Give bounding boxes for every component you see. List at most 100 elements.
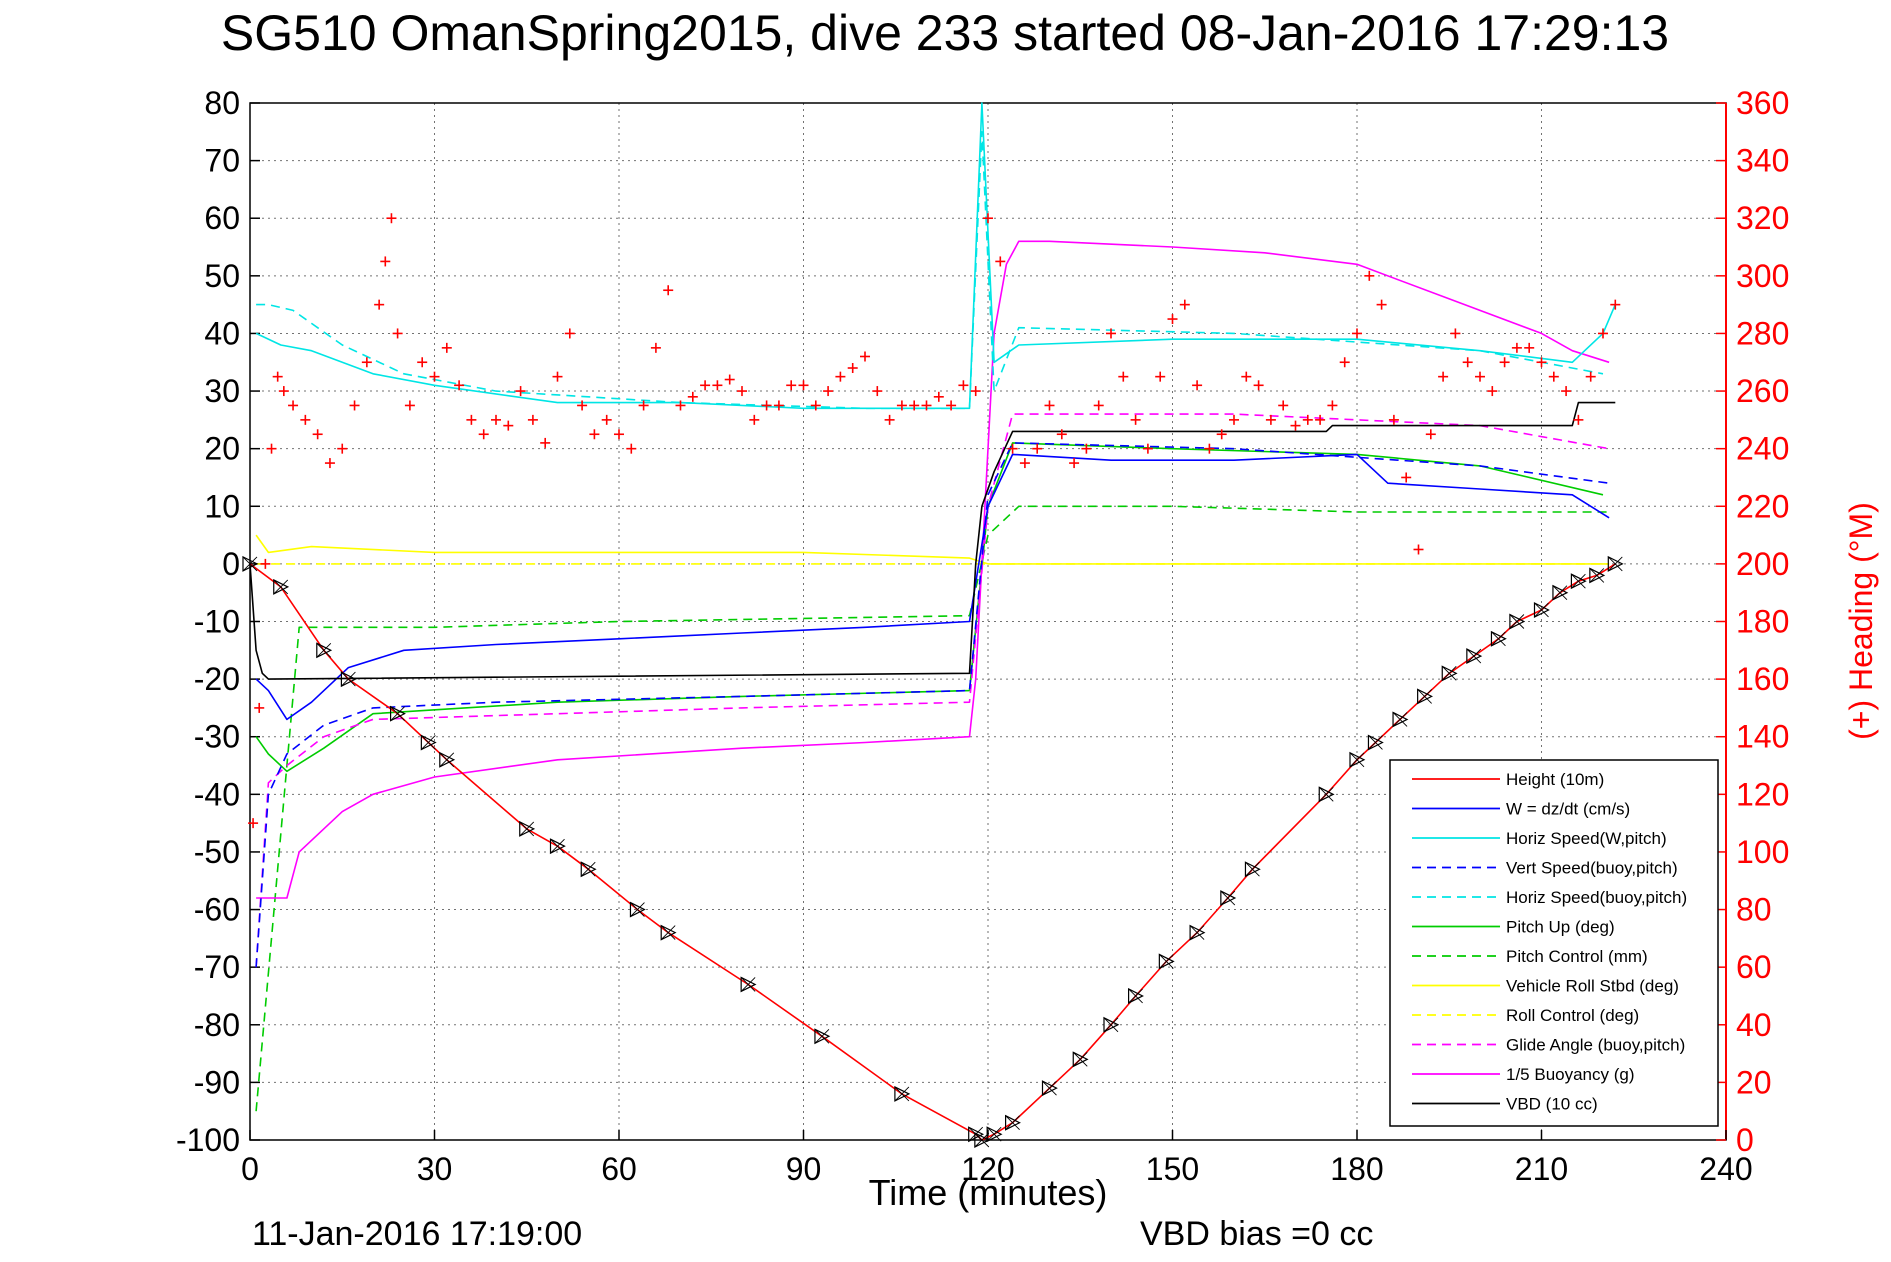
height-marker-triangle xyxy=(1570,573,1587,590)
heading-point xyxy=(324,458,335,469)
series-line-5 xyxy=(256,131,1604,410)
y2-tick-label: 360 xyxy=(1736,85,1789,121)
x-tick-label: 150 xyxy=(1146,1151,1199,1187)
heading-point xyxy=(248,818,259,829)
y2-tick-label: 220 xyxy=(1736,488,1789,524)
y-axis-right: 3603403203002802602402202001801601401201… xyxy=(1716,85,1789,1158)
height-marker-triangle xyxy=(242,555,259,572)
heading-point xyxy=(515,386,526,397)
heading-point xyxy=(712,380,723,391)
heading-point xyxy=(1376,299,1387,310)
y2-tick-label: 60 xyxy=(1736,949,1772,985)
heading-point xyxy=(933,391,944,402)
y-tick-label: 10 xyxy=(204,488,240,524)
heading-point xyxy=(663,285,674,296)
y-tick-label: 70 xyxy=(204,143,240,179)
heading-point xyxy=(404,400,415,411)
heading-point xyxy=(860,351,870,362)
heading-point xyxy=(1204,443,1215,454)
heading-point xyxy=(361,357,372,368)
height-marker xyxy=(1607,555,1624,572)
heading-point xyxy=(1106,328,1116,339)
height-marker-triangle xyxy=(1041,1080,1058,1097)
height-marker-triangle xyxy=(580,861,597,878)
height-marker xyxy=(1072,1051,1089,1068)
heading-point xyxy=(958,380,969,391)
height-marker xyxy=(1220,890,1237,907)
heading-point xyxy=(601,414,612,425)
y2-tick-label: 320 xyxy=(1736,200,1789,236)
height-marker-triangle xyxy=(1220,890,1237,907)
height-marker-cross xyxy=(421,735,436,750)
heading-point xyxy=(773,400,784,411)
height-marker-cross xyxy=(1466,648,1482,664)
height-marker xyxy=(1189,924,1206,941)
heading-point xyxy=(272,371,283,382)
height-marker xyxy=(1349,751,1366,768)
series-line-3 xyxy=(255,102,1617,410)
series-line-10 xyxy=(255,413,1610,968)
heading-point xyxy=(1536,357,1547,368)
height-marker-cross xyxy=(1589,568,1605,583)
heading-point xyxy=(626,443,637,454)
x-tick-label: 0 xyxy=(241,1151,259,1187)
y2-tick-label: 100 xyxy=(1736,834,1789,870)
series-line-8 xyxy=(255,534,1610,565)
height-marker-cross xyxy=(1392,712,1408,727)
height-marker-cross xyxy=(1607,556,1623,572)
heading-point xyxy=(650,342,661,353)
y2-tick-label: 40 xyxy=(1736,1007,1772,1043)
y-tick-label: -20 xyxy=(194,661,240,697)
heading-point xyxy=(1142,443,1153,454)
height-marker xyxy=(549,838,566,855)
y-tick-label: 50 xyxy=(204,258,240,294)
legend-entry-7: Pitch Control (mm) xyxy=(1506,947,1648,966)
height-marker xyxy=(629,901,646,918)
heading-point xyxy=(823,386,834,397)
height-marker xyxy=(340,671,357,688)
height-marker xyxy=(1533,602,1550,618)
heading-markers xyxy=(248,213,1621,829)
heading-point xyxy=(417,357,428,368)
y-tick-label: 0 xyxy=(222,546,240,582)
heading-point xyxy=(1598,328,1608,339)
heading-point xyxy=(1192,380,1203,391)
heading-point xyxy=(983,213,993,224)
height-marker xyxy=(316,642,333,659)
height-marker-cross xyxy=(974,1132,990,1148)
heading-point xyxy=(970,386,981,397)
y-tick-label: -30 xyxy=(194,719,240,755)
y2-tick-label: 160 xyxy=(1736,661,1789,697)
height-marker-triangle xyxy=(740,976,757,993)
height-marker-triangle xyxy=(316,642,333,659)
heading-point xyxy=(1044,400,1055,411)
heading-point xyxy=(1401,472,1412,483)
height-marker-triangle xyxy=(1158,953,1175,970)
y-tick-label: 20 xyxy=(204,431,240,467)
height-marker xyxy=(242,555,259,572)
height-marker-cross xyxy=(814,1028,830,1044)
height-marker xyxy=(1441,665,1458,682)
heading-point xyxy=(1056,429,1067,440)
height-marker-cross xyxy=(740,977,756,992)
heading-point xyxy=(995,256,1006,267)
height-marker xyxy=(1417,688,1433,705)
y-tick-label: -60 xyxy=(194,892,240,928)
height-marker-cross xyxy=(1128,988,1143,1004)
height-marker-triangle xyxy=(549,838,566,855)
heading-point xyxy=(527,414,538,425)
heading-point xyxy=(724,374,735,385)
x-tick-label: 60 xyxy=(601,1151,637,1187)
x-tick-label: 210 xyxy=(1515,1151,1568,1187)
y-tick-label: -90 xyxy=(194,1064,240,1100)
height-marker xyxy=(273,578,290,595)
height-marker xyxy=(1509,613,1526,630)
heading-point xyxy=(1179,299,1190,310)
height-marker-cross xyxy=(242,556,258,572)
heading-point xyxy=(1450,328,1461,339)
height-marker-triangle xyxy=(1072,1051,1089,1068)
height-marker xyxy=(1570,573,1587,590)
series-line-7 xyxy=(255,505,1610,1112)
height-marker-triangle xyxy=(968,1126,985,1143)
heading-point xyxy=(700,380,711,391)
